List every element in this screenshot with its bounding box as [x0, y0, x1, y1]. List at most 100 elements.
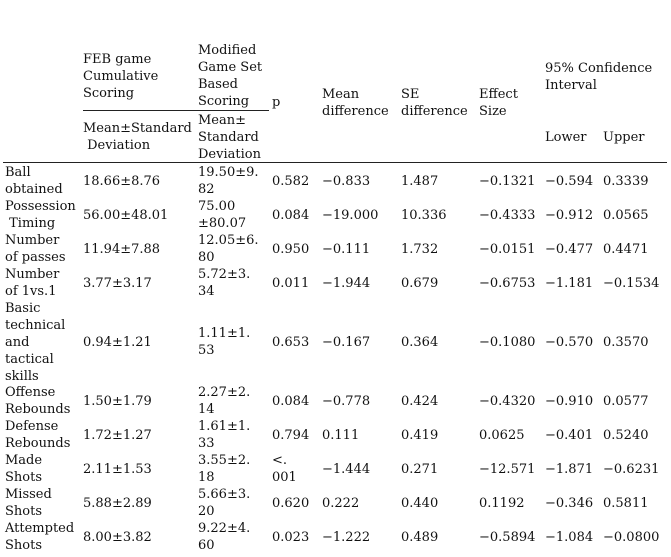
- cell-upper: 0.5811: [603, 496, 649, 511]
- cell-modified: 75.00 ±80.07: [198, 199, 247, 231]
- cell-effect-size: 0.1192: [479, 496, 525, 511]
- cell-p: <. 001: [272, 453, 297, 485]
- row-label: Number of passes: [5, 233, 66, 265]
- cell-upper: −0.6231: [603, 462, 660, 477]
- row-label: Missed Shots: [5, 487, 52, 519]
- cell-lower: −1.084: [545, 530, 594, 545]
- header-p: p: [272, 95, 281, 110]
- cell-p: 0.023: [272, 530, 310, 545]
- cell-se-difference: 0.679: [401, 276, 439, 291]
- cell-modified: 1.61±1. 33: [198, 419, 251, 451]
- cell-modified: 1.11±1. 53: [198, 326, 251, 358]
- cell-p: 0.653: [272, 335, 310, 350]
- header-feb-game: FEB game Cumulative Scoring: [83, 52, 159, 101]
- cell-modified: 19.50±9. 82: [198, 165, 259, 197]
- cell-se-difference: 0.440: [401, 496, 439, 511]
- cell-mean-difference: −1.944: [322, 276, 371, 291]
- cell-modified: 5.66±3. 20: [198, 487, 251, 519]
- cell-upper: 0.3339: [603, 174, 649, 189]
- cell-se-difference: 0.424: [401, 394, 439, 409]
- cell-se-difference: 10.336: [401, 208, 447, 223]
- cell-lower: −1.181: [545, 276, 594, 291]
- header-upper: Upper: [603, 130, 645, 145]
- cell-lower: −0.401: [545, 428, 594, 443]
- cell-mean-difference: 0.111: [322, 428, 360, 443]
- cell-mean-difference: 0.222: [322, 496, 360, 511]
- cell-feb: 3.77±3.17: [83, 276, 152, 291]
- cell-effect-size: 0.0625: [479, 428, 525, 443]
- cell-feb: 0.94±1.21: [83, 335, 152, 350]
- cell-mean-difference: −0.111: [322, 242, 371, 257]
- cell-p: 0.084: [272, 208, 310, 223]
- cell-feb: 1.50±1.79: [83, 394, 152, 409]
- cell-upper: 0.5240: [603, 428, 649, 443]
- cell-lower: −0.570: [545, 335, 594, 350]
- cell-mean-difference: −19.000: [322, 208, 379, 223]
- header-modified-subheader: Mean± Standard Deviation: [198, 113, 261, 162]
- cell-mean-difference: −1.222: [322, 530, 371, 545]
- cell-mean-difference: −1.444: [322, 462, 371, 477]
- row-label: Attempted Shots: [5, 521, 75, 553]
- row-label: Number of 1vs.1: [5, 267, 60, 299]
- header-effect-size: Effect Size: [479, 87, 518, 119]
- cell-modified: 3.55±2. 18: [198, 453, 251, 485]
- cell-feb: 5.88±2.89: [83, 496, 152, 511]
- row-label: Offense Rebounds: [5, 385, 71, 417]
- cell-p: 0.950: [272, 242, 310, 257]
- cell-upper: 0.3570: [603, 335, 649, 350]
- cell-modified: 2.27±2. 14: [198, 385, 251, 417]
- cell-se-difference: 0.271: [401, 462, 439, 477]
- header-divider: [83, 110, 269, 111]
- cell-effect-size: −0.5894: [479, 530, 536, 545]
- cell-feb: 18.66±8.76: [83, 174, 161, 189]
- cell-se-difference: 1.732: [401, 242, 439, 257]
- cell-p: 0.582: [272, 174, 310, 189]
- cell-effect-size: −0.4333: [479, 208, 536, 223]
- row-label: Defense Rebounds: [5, 419, 71, 451]
- row-label: Made Shots: [5, 453, 43, 485]
- cell-lower: −0.346: [545, 496, 594, 511]
- cell-upper: 0.0565: [603, 208, 649, 223]
- cell-modified: 5.72±3. 34: [198, 267, 251, 299]
- header-mean-difference: Mean difference: [322, 87, 389, 119]
- row-label: Possession Timing: [5, 199, 76, 231]
- cell-effect-size: −12.571: [479, 462, 536, 477]
- cell-se-difference: 1.487: [401, 174, 439, 189]
- cell-mean-difference: −0.778: [322, 394, 371, 409]
- cell-effect-size: −0.1080: [479, 335, 536, 350]
- cell-effect-size: −0.6753: [479, 276, 536, 291]
- cell-lower: −0.594: [545, 174, 594, 189]
- cell-feb: 8.00±3.82: [83, 530, 152, 545]
- cell-upper: 0.4471: [603, 242, 649, 257]
- cell-modified: 9.22±4. 60: [198, 521, 251, 553]
- cell-feb: 11.94±7.88: [83, 242, 161, 257]
- cell-feb: 1.72±1.27: [83, 428, 152, 443]
- cell-feb: 2.11±1.53: [83, 462, 152, 477]
- cell-effect-size: −0.1321: [479, 174, 536, 189]
- cell-p: 0.794: [272, 428, 310, 443]
- cell-se-difference: 0.489: [401, 530, 439, 545]
- cell-p: 0.084: [272, 394, 310, 409]
- cell-upper: −0.1534: [603, 276, 660, 291]
- cell-mean-difference: −0.167: [322, 335, 371, 350]
- cell-lower: −0.912: [545, 208, 594, 223]
- header-se-difference: SE difference: [401, 87, 468, 119]
- header-lower: Lower: [545, 130, 587, 145]
- header-confidence-interval: 95% Confidence Interval: [545, 61, 653, 93]
- cell-lower: −1.871: [545, 462, 594, 477]
- header-modified-game: Modified Game Set Based Scoring: [198, 43, 263, 109]
- cell-lower: −0.477: [545, 242, 594, 257]
- row-label: Basic technical and tactical skills: [5, 301, 66, 384]
- cell-p: 0.620: [272, 496, 310, 511]
- cell-upper: 0.0577: [603, 394, 649, 409]
- cell-upper: −0.0800: [603, 530, 660, 545]
- header-feb-subheader: Mean±Standard Deviation: [83, 121, 192, 153]
- cell-effect-size: −0.0151: [479, 242, 536, 257]
- cell-mean-difference: −0.833: [322, 174, 371, 189]
- cell-p: 0.011: [272, 276, 310, 291]
- cell-feb: 56.00±48.01: [83, 208, 169, 223]
- cell-effect-size: −0.4320: [479, 394, 536, 409]
- cell-se-difference: 0.364: [401, 335, 439, 350]
- cell-lower: −0.910: [545, 394, 594, 409]
- cell-se-difference: 0.419: [401, 428, 439, 443]
